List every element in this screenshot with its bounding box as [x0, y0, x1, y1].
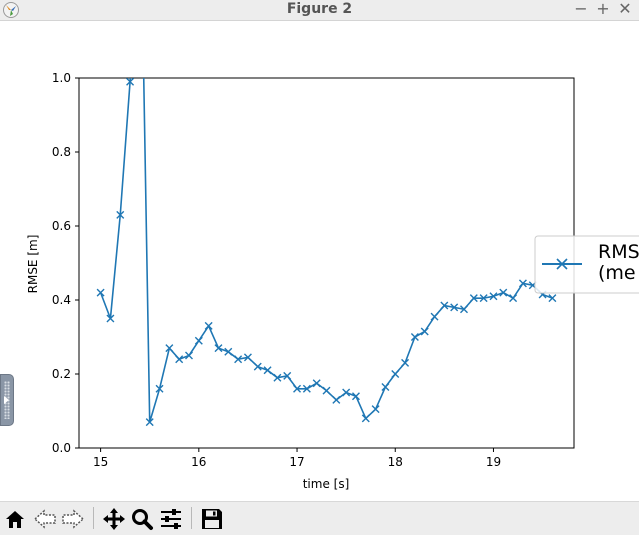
- data-point-marker: [371, 405, 380, 414]
- minimize-button[interactable]: −: [574, 0, 588, 18]
- data-point-marker: [509, 294, 518, 303]
- pan-icon: [103, 508, 125, 530]
- data-point-marker: [253, 362, 262, 371]
- data-point-marker: [106, 314, 115, 323]
- x-axis: 15 16 17 18 19: [93, 448, 501, 469]
- x-tick-label: 15: [93, 455, 108, 469]
- data-point-marker: [126, 78, 135, 86]
- data-point-marker: [283, 371, 292, 380]
- close-button[interactable]: ✕: [618, 0, 632, 18]
- data-point-marker: [460, 305, 468, 314]
- data-point-marker: [489, 292, 498, 301]
- forward-button[interactable]: [60, 506, 86, 532]
- data-point-marker: [361, 414, 370, 423]
- plot-area: [78, 77, 575, 449]
- series-rmse: [96, 78, 557, 427]
- data-point-marker: [499, 288, 508, 297]
- data-point-marker: [263, 366, 272, 375]
- zoom-button[interactable]: [129, 506, 155, 532]
- save-button[interactable]: [199, 506, 225, 532]
- legend: RMS (me: [534, 235, 639, 294]
- data-point-marker: [293, 384, 302, 393]
- data-point-marker: [322, 386, 331, 395]
- data-point-marker: [224, 347, 233, 356]
- data-point-marker: [479, 294, 488, 303]
- data-point-marker: [401, 358, 410, 367]
- x-tick-label: 18: [388, 455, 403, 469]
- home-icon: [6, 511, 24, 528]
- window-titlebar[interactable]: Figure 2 − + ✕: [0, 0, 639, 21]
- window-title: Figure 2: [286, 1, 353, 17]
- configure-subplots-icon: [161, 509, 181, 529]
- figure-canvas[interactable]: 15 16 17 18 19 0.0 0.2 0.4 0.6 0.8 1.0 time [s] R…: [0, 21, 639, 501]
- y-tick-label: 0.6: [52, 219, 71, 233]
- data-point-marker: [430, 312, 439, 321]
- data-point-marker: [410, 333, 419, 341]
- data-point-marker: [214, 344, 223, 353]
- y-tick-label: 0.4: [52, 293, 71, 307]
- data-point-marker: [243, 353, 252, 362]
- expand-arrow-icon: [4, 396, 9, 404]
- data-point-marker: [165, 344, 174, 353]
- home-button[interactable]: [2, 506, 28, 532]
- y-axis: 0.0 0.2 0.4 0.6 0.8 1.0: [52, 71, 79, 455]
- legend-frame: [534, 235, 639, 294]
- x-axis-label: time [s]: [303, 477, 350, 491]
- data-point-marker: [518, 279, 527, 288]
- data-point-marker: [155, 384, 164, 393]
- zoom-icon: [132, 509, 153, 530]
- y-tick-label: 0.2: [52, 367, 71, 381]
- data-point-marker: [332, 395, 341, 404]
- back-arrow-icon: [33, 509, 56, 529]
- legend-label-line-2: (me: [598, 262, 636, 284]
- rmse-chart: 15 16 17 18 19 0.0 0.2 0.4 0.6 0.8 1.0 time [s] R…: [26, 71, 639, 491]
- legend-label-line-1: RMS: [598, 241, 639, 263]
- y-tick-label: 1.0: [52, 71, 71, 85]
- app-icon: [3, 2, 19, 18]
- data-point-marker: [194, 336, 203, 345]
- side-panel-handle[interactable]: [0, 374, 14, 426]
- data-point-marker: [185, 351, 193, 360]
- data-point-marker: [145, 418, 154, 427]
- navigation-toolbar: [0, 501, 639, 535]
- y-tick-label: 0.0: [52, 441, 71, 455]
- data-point-marker: [469, 294, 478, 303]
- configure-subplots-button[interactable]: [158, 506, 184, 532]
- data-point-marker: [391, 370, 400, 378]
- data-point-marker: [175, 355, 184, 364]
- data-point-marker: [548, 294, 557, 303]
- data-point-marker: [351, 392, 360, 401]
- data-point-marker: [450, 303, 459, 312]
- data-point-marker: [312, 379, 321, 388]
- data-point-marker: [342, 388, 351, 397]
- x-tick-label: 17: [289, 455, 304, 469]
- y-tick-label: 0.8: [52, 145, 71, 159]
- pan-button[interactable]: [101, 506, 127, 532]
- x-tick-label: 19: [486, 455, 501, 469]
- maximize-button[interactable]: +: [596, 0, 610, 18]
- legend-marker-swatch: [556, 258, 568, 270]
- forward-arrow-icon: [62, 509, 85, 529]
- save-icon: [202, 509, 222, 529]
- axes-frame: [78, 77, 575, 449]
- data-point-marker: [96, 288, 105, 297]
- y-axis-label: RMSE [m]: [26, 235, 40, 294]
- data-point-marker: [420, 327, 429, 336]
- data-point-marker: [116, 210, 125, 219]
- data-point-marker: [273, 373, 282, 382]
- data-point-marker: [440, 301, 449, 310]
- data-point-marker: [234, 355, 243, 364]
- data-point-marker: [204, 321, 213, 330]
- data-point-marker: [302, 384, 311, 393]
- back-button[interactable]: [32, 506, 58, 532]
- x-tick-label: 16: [191, 455, 206, 469]
- data-point-marker: [381, 382, 390, 391]
